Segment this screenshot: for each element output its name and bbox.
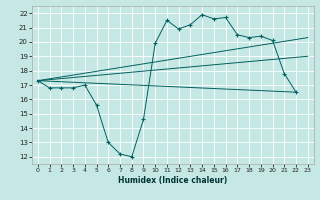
X-axis label: Humidex (Indice chaleur): Humidex (Indice chaleur) <box>118 176 228 185</box>
